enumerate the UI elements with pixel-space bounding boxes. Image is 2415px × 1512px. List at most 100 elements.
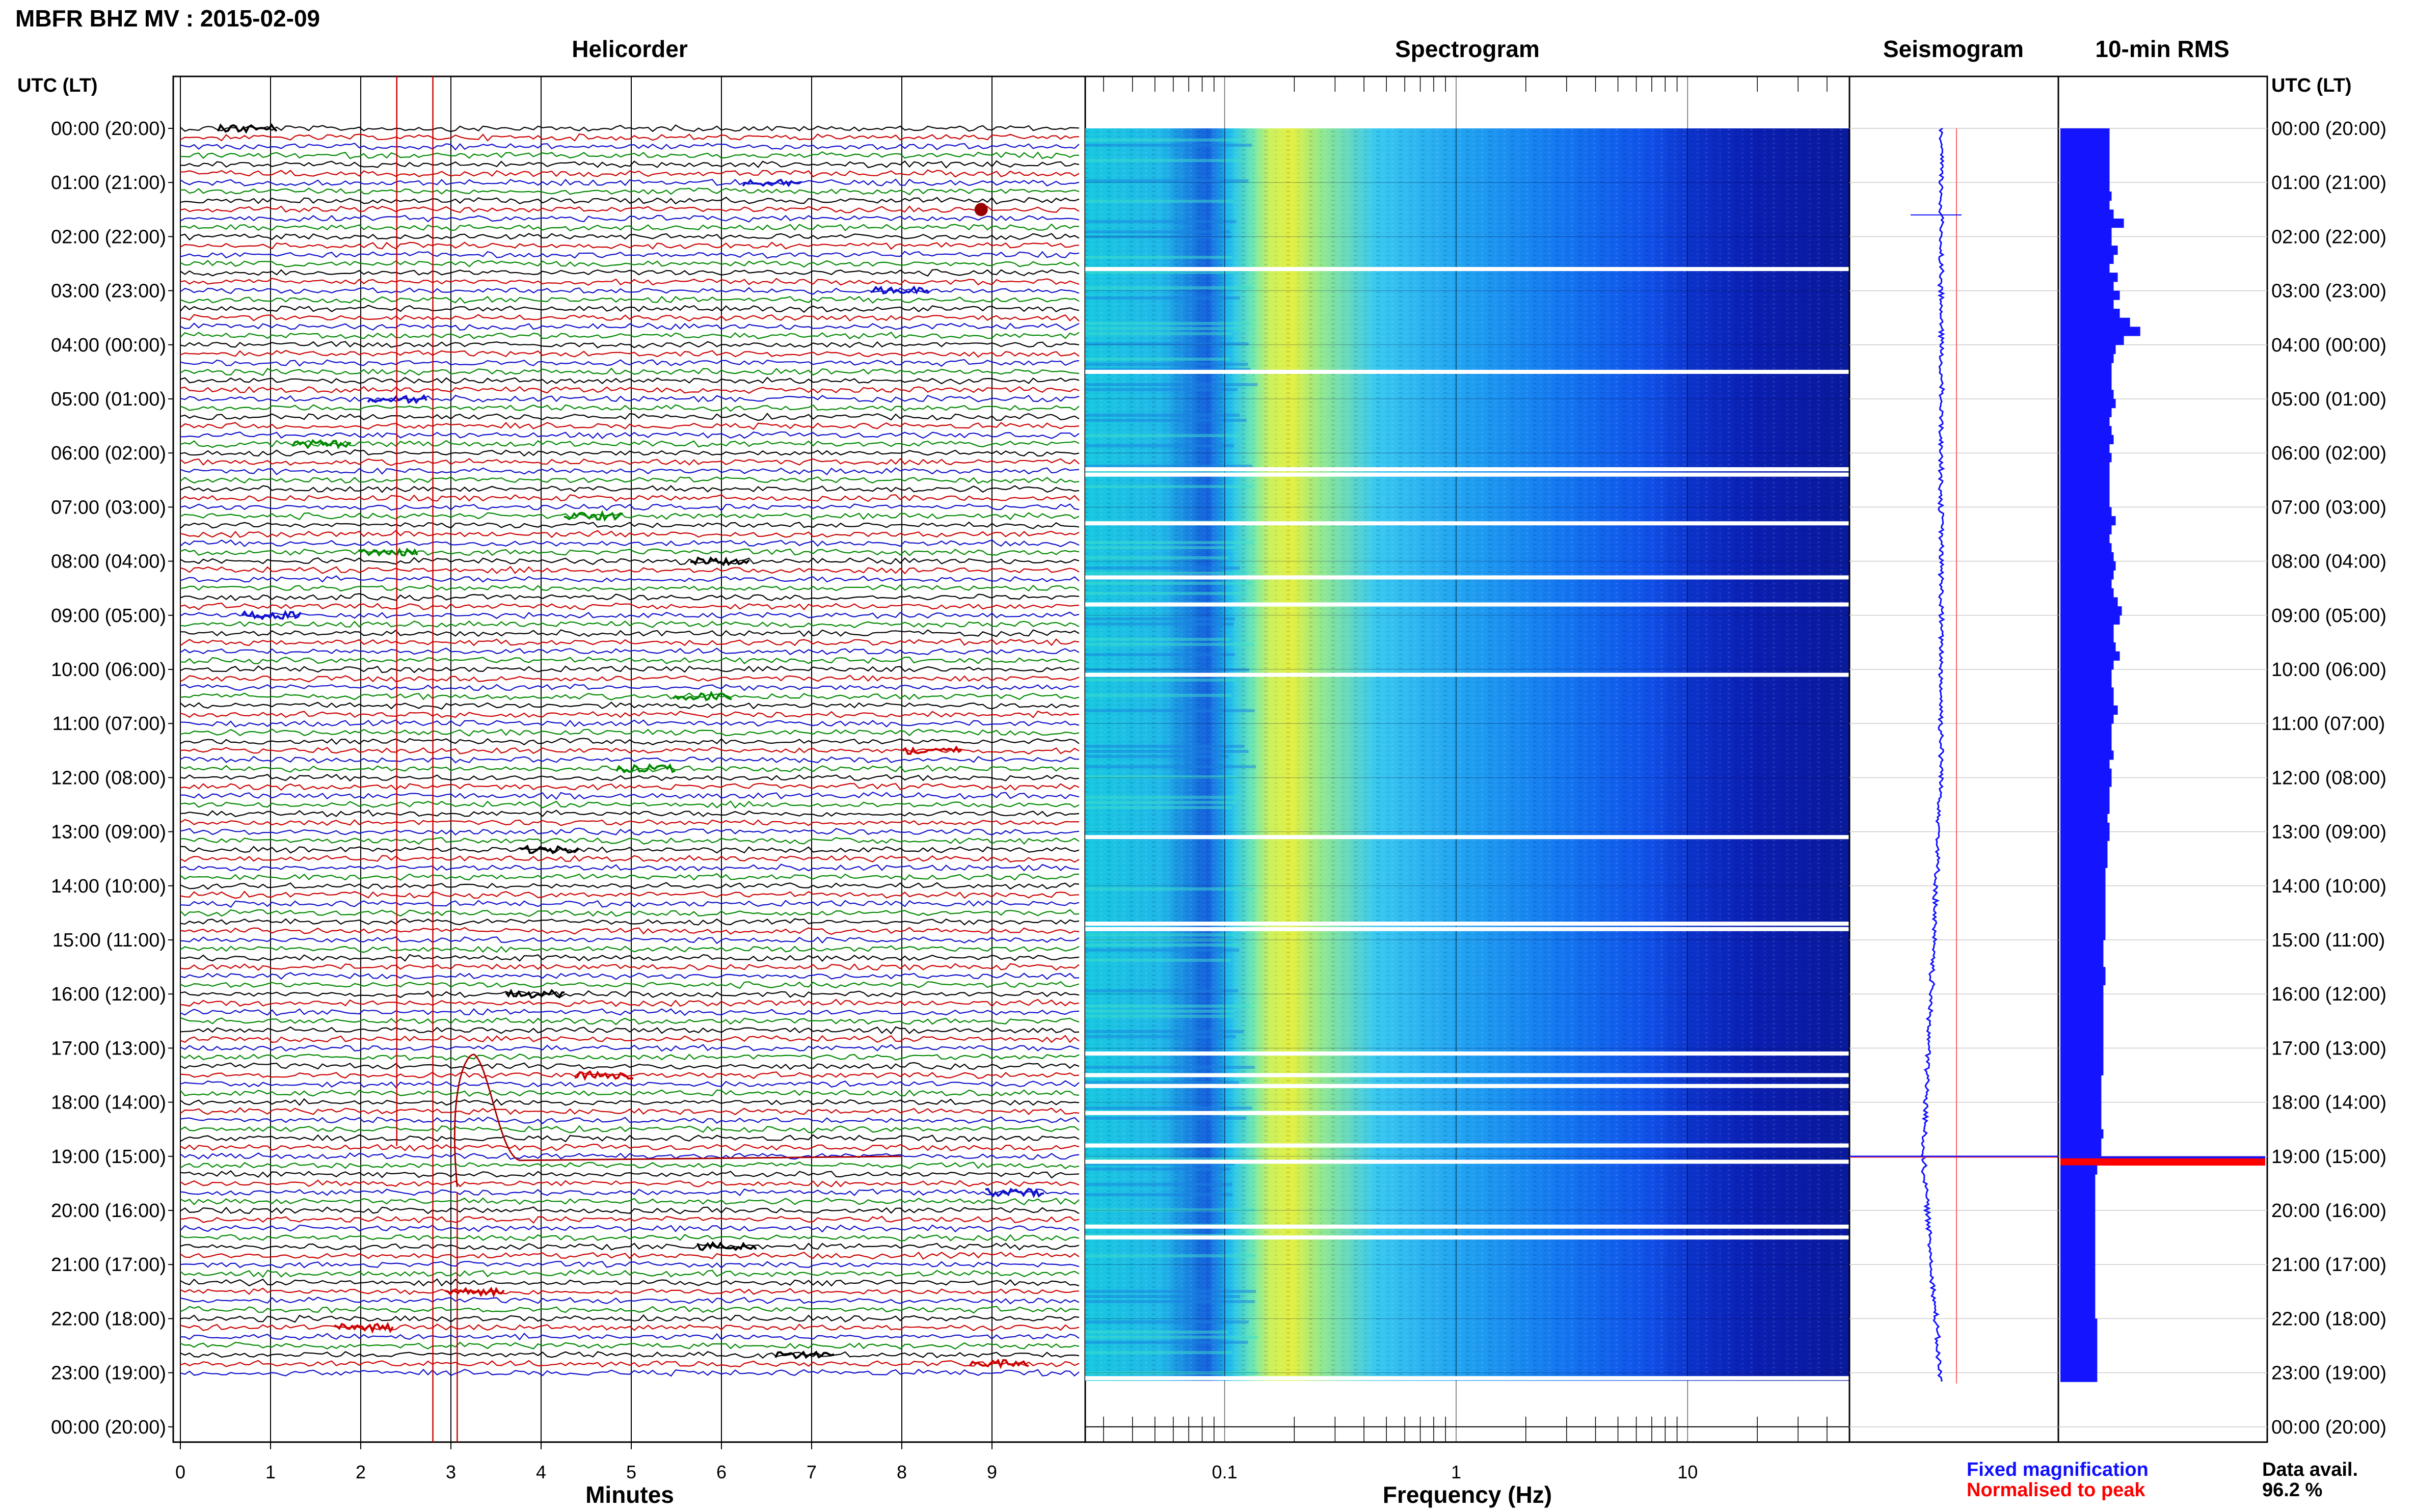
spectrogram-row-band [1085,582,1252,585]
rms-bar [2060,1336,2098,1346]
spectrogram-data-gap [1085,1111,1849,1115]
spectrogram-row-band [1085,322,1251,325]
helicorder-tick-label: 7 [807,1462,817,1482]
helicorder-trace [180,124,1080,132]
rms-bar [2060,1174,2096,1184]
rms-bar [2060,615,2120,625]
hour-label-left: 06:00 (02:00) [51,443,166,464]
helicorder-trace [180,638,1080,646]
helicorder-trace [180,1017,1080,1025]
helicorder-trace [180,1071,1080,1079]
rms-bar [2060,1057,2104,1067]
hour-label-right: 12:00 (08:00) [2271,767,2386,789]
helicorder-trace [180,873,1079,881]
helicorder-tick-label: 3 [446,1462,456,1482]
helicorder-panel [168,75,1086,1443]
helicorder-trace [180,998,1080,1007]
helicorder-trace [180,981,1080,989]
helicorder-trace [180,819,1079,826]
hour-label-left: 15:00 (11:00) [52,930,166,951]
rms-bar [2060,263,2110,273]
hour-label-right: 19:00 (15:00) [2271,1146,2386,1168]
hour-label-left: 05:00 (01:00) [51,389,166,410]
helicorder-trace [180,557,1080,565]
spectrogram-row-band [1085,200,1234,203]
rms-bar [2060,480,2110,490]
hour-label-right: 22:00 (18:00) [2271,1308,2386,1330]
hour-label-left: 00:00 (20:00) [51,118,166,140]
spectrogram-row-band [1085,1371,1258,1374]
rms-bar [2060,822,2110,832]
rms-bar [2060,300,2114,309]
rms-bar [2060,795,2110,805]
hour-label-left: 07:00 (03:00) [51,497,166,518]
helicorder-trace [180,223,1080,232]
rms-bar [2060,732,2112,742]
helicorder-trace [180,349,1080,358]
spectrogram-row-band [1085,938,1235,941]
rms-bar [2060,841,2108,850]
helicorder-trace [180,629,1080,637]
hour-label-left: 16:00 (12:00) [51,984,166,1005]
helicorder-tick-label: 0 [175,1462,185,1482]
rms-bar [2060,336,2124,345]
rms-bar [2060,877,2106,886]
helicorder-trace [180,160,1080,169]
spectrogram-row-band [1085,541,1253,544]
helicorder-trace [180,1368,1080,1377]
helicorder-trace [180,1351,1080,1359]
hour-label-right: 08:00 (04:00) [2271,551,2386,573]
helicorder-trace [180,1080,1080,1089]
helicorder-burst [445,1286,505,1298]
rms-bar [2060,435,2114,444]
rms-bar [2060,660,2114,670]
rms-bar [2060,281,2114,291]
hour-label-right: 05:00 (01:00) [2271,389,2386,410]
rms-bar [2060,246,2118,255]
helicorder-trace [180,458,1080,466]
spectrogram-row-band [1085,388,1238,391]
spectrogram-row-band [1085,1030,1244,1033]
helicorder-trace [180,1044,1080,1052]
rms-bar [2060,760,2110,769]
spectrogram-row-band [1085,220,1237,223]
helicorder-trace [180,1062,1080,1070]
rms-bar [2060,1246,2096,1256]
rms-bar [2060,327,2140,336]
helicorder-trace [180,846,1080,854]
helicorder-trace [180,1287,1080,1295]
hour-label-right: 04:00 (00:00) [2271,335,2386,356]
hour-labels: 00:00 (20:00) 00:00 (20:00) 01:00 (21:00) 0… [51,118,2386,1438]
rms-bar [2060,227,2112,237]
rms-bar [2060,1301,2096,1310]
helicorder-burst [217,123,278,134]
rms-bar [2060,516,2116,526]
rms-bar [2060,498,2110,507]
helicorder-trace [180,665,1080,673]
helicorder-trace [180,142,1080,151]
spectrogram-row-band [1085,1208,1255,1211]
spectrogram-row-band [1085,383,1258,386]
spectrogram-row-band [1085,271,1234,274]
spectrogram-row-band [1085,1295,1241,1298]
helicorder-trace [180,503,1080,511]
helicorder-trace [180,972,1080,980]
helicorder-trace [180,728,1080,737]
rms-bar [2060,1048,2104,1058]
helicorder-trace [180,1314,1080,1323]
seismogram-trace [1921,127,1946,1382]
hour-label-right: 11:00 (07:00) [2271,713,2385,735]
helicorder-tick-label: 9 [987,1462,997,1482]
hour-label-left: 14:00 (10:00) [51,876,166,897]
rms-bar [2060,1228,2096,1238]
rms-bar [2060,219,2124,228]
hour-label-right: 18:00 (14:00) [2271,1092,2386,1114]
helicorder-trace [180,268,1080,277]
helicorder-trace [180,827,1080,836]
spectrogram-row-band [1085,989,1239,992]
spectrogram-row-band [1085,806,1232,809]
spectrogram-data-gap [1085,472,1849,477]
hour-label-right: 06:00 (02:00) [2271,443,2386,464]
left-axis-header: UTC (LT) [17,75,98,96]
rms-bar [2060,804,2110,814]
